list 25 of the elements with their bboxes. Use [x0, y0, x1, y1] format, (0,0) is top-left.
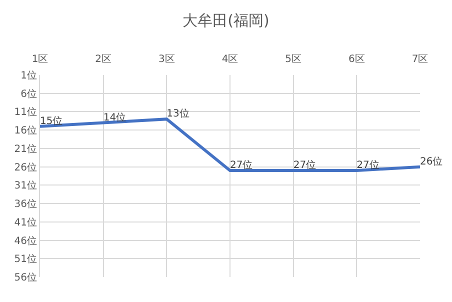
y-tick-label: 31位: [14, 180, 37, 192]
y-tick-label: 16位: [14, 124, 37, 137]
x-tick-label: 6区: [348, 54, 365, 65]
y-tick-label: 51位: [14, 253, 37, 266]
data-label: 27位: [293, 158, 316, 171]
y-tick-label: 6位: [20, 88, 37, 100]
y-tick-label: 36位: [14, 198, 37, 210]
data-label: 27位: [230, 158, 253, 171]
chart-title: 大牟田(福岡): [182, 12, 270, 30]
x-tick-label: 1区: [32, 54, 48, 65]
y-tick-label: 21位: [14, 142, 37, 155]
y-tick-label: 46位: [14, 234, 37, 247]
data-label: 14位: [103, 111, 126, 124]
x-tick-label: 7区: [412, 54, 428, 65]
data-label: 26位: [420, 155, 443, 168]
x-tick-label: 2区: [95, 54, 112, 65]
y-tick-label: 41位: [14, 216, 37, 228]
x-tick-label: 5区: [285, 54, 302, 65]
y-tick-label: 26位: [14, 161, 37, 174]
y-tick-label: 1位: [20, 70, 37, 82]
y-tick-label: 11位: [14, 106, 37, 118]
x-tick-label: 3区: [158, 54, 175, 65]
data-label: 13位: [166, 108, 190, 120]
y-tick-label: 56位: [14, 272, 37, 284]
x-tick-label: 4区: [222, 54, 238, 65]
